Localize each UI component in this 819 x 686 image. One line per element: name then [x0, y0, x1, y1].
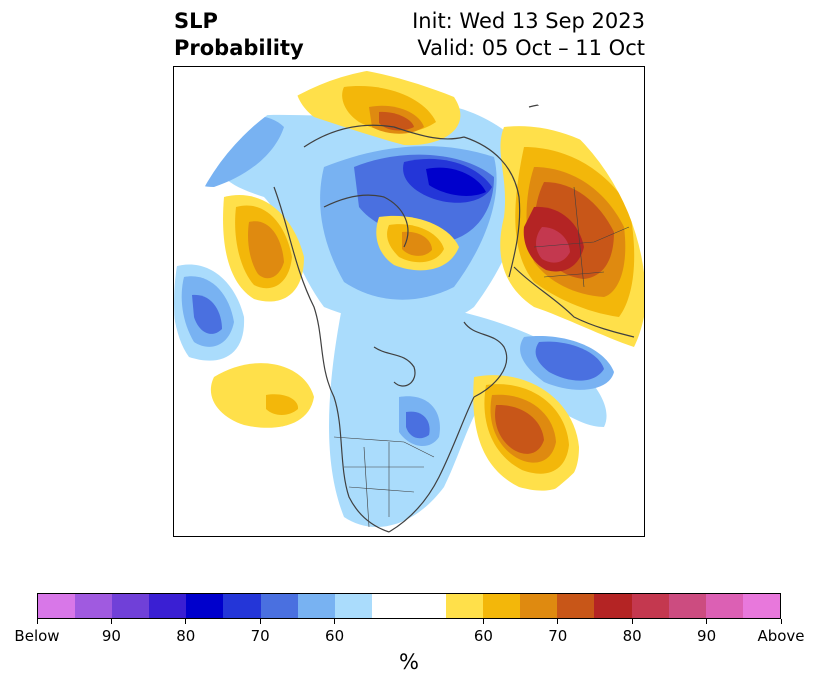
colorbar-tick	[482, 619, 484, 624]
valid-range: Valid: 05 Oct – 11 Oct	[417, 36, 645, 60]
probability-shading	[174, 67, 644, 536]
colorbar-segment	[594, 594, 632, 618]
title-field: SLP	[174, 9, 218, 33]
colorbar-segment	[705, 594, 743, 618]
colorbar-tick	[110, 619, 112, 624]
colorbar-segment	[149, 594, 187, 618]
colorbar-segment	[186, 594, 224, 618]
colorbar-segment	[557, 594, 595, 618]
colorbar	[37, 593, 781, 619]
colorbar-tick-label: 80	[176, 627, 196, 645]
colorbar-segment	[297, 594, 335, 618]
colorbar-tick	[259, 619, 261, 624]
borders	[333, 186, 630, 528]
colorbar-segment	[223, 594, 261, 618]
above-pole-70	[402, 231, 432, 256]
above-subtropical-65	[266, 394, 299, 415]
colorbar-segment	[668, 594, 706, 618]
map-canvas	[174, 67, 644, 536]
below-atlantic-75	[535, 341, 604, 381]
colorbar-tick-label: 70	[250, 627, 270, 645]
probability-map	[173, 66, 645, 537]
init-date: Init: Wed 13 Sep 2023	[412, 9, 645, 33]
colorbar-segment	[371, 594, 409, 618]
colorbar-tick-label: 80	[622, 627, 642, 645]
colorbar-segment	[408, 594, 447, 618]
below-west-75	[192, 294, 222, 334]
colorbar-tick-label: 60	[325, 627, 345, 645]
title-variable: Probability	[174, 36, 304, 60]
colorbar-segment	[446, 594, 484, 618]
colorbar-segment	[520, 594, 558, 618]
colorbar-tick-label: 60	[473, 627, 493, 645]
colorbar-tick-label: 70	[548, 627, 568, 645]
colorbar-tick	[185, 619, 187, 624]
colorbar-segment	[334, 594, 372, 618]
coastlines	[273, 103, 644, 533]
colorbar-tick-label: Above	[757, 627, 805, 645]
colorbar-tick	[706, 619, 708, 624]
colorbar-tick	[334, 619, 336, 624]
below-canada-75	[406, 411, 430, 439]
below-normal-85	[426, 167, 486, 196]
title-right: Init: Wed 13 Sep 2023 Valid: 05 Oct – 11…	[412, 8, 645, 62]
colorbar-segment	[75, 594, 113, 618]
colorbar-tick-label: 90	[697, 627, 717, 645]
colorbar-tick	[780, 619, 782, 624]
colorbar-segment	[112, 594, 150, 618]
colorbar-segment	[260, 594, 298, 618]
colorbar-segment	[742, 594, 780, 618]
colorbar-segment	[38, 594, 76, 618]
colorbar-tick-label: Below	[14, 627, 60, 645]
above-pacific-70	[248, 221, 284, 279]
colorbar-tick-label: 90	[101, 627, 121, 645]
title-left: SLP Probability	[174, 8, 304, 62]
above-atlantic-75	[495, 404, 544, 454]
colorbar-tick	[631, 619, 633, 624]
colorbar-units: %	[399, 650, 419, 674]
above-eurasia-85	[536, 227, 570, 263]
colorbar-tick	[557, 619, 559, 624]
colorbar-segment	[631, 594, 669, 618]
colorbar-segment	[483, 594, 521, 618]
colorbar-tick	[36, 619, 38, 624]
